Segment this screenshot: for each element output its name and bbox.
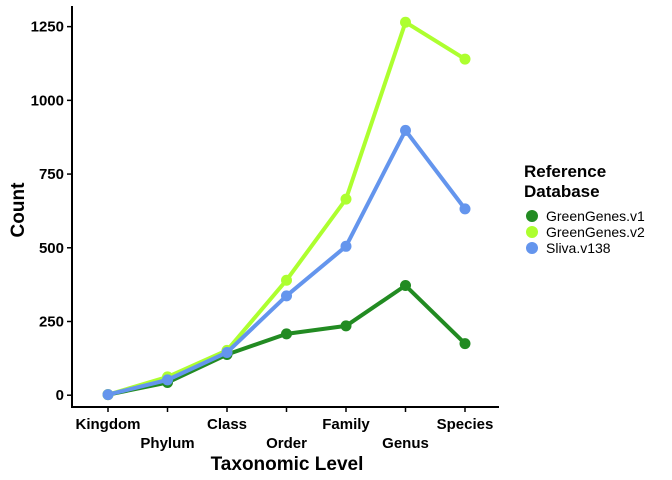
x-tick-label: Genus [382, 435, 429, 452]
x-tick-label: Class [207, 416, 247, 433]
series-line [106, 128, 467, 397]
legend-swatch [526, 226, 538, 238]
data-point [221, 346, 233, 358]
data-point [102, 389, 114, 401]
x-tick-label: Family [322, 416, 370, 433]
data-point [340, 320, 352, 332]
data-point [340, 193, 352, 205]
y-tick-label: 1250 [31, 19, 64, 36]
x-tick-label: Kingdom [76, 416, 141, 433]
legend-title: Reference [524, 162, 606, 181]
legend-swatch [526, 242, 538, 254]
data-point [459, 338, 471, 350]
y-tick-label: 500 [39, 240, 64, 257]
data-point [400, 16, 411, 28]
y-tick-label: 250 [39, 313, 64, 330]
x-tick-label: Phylum [140, 435, 194, 452]
data-point [281, 328, 292, 340]
x-tick-label: Species [437, 416, 494, 433]
y-tick-label: 0 [56, 387, 64, 404]
axes-layer: 0 250 500 750 1000 1250 Kingdom Phylum Class Orde… [31, 6, 499, 452]
legend-label: GreenGenes.v1 [546, 208, 645, 224]
data-point [340, 240, 352, 252]
data-point [281, 274, 292, 286]
y-tick-label: 1000 [31, 92, 64, 109]
y-tick-label: 750 [39, 166, 64, 183]
data-point [459, 53, 471, 65]
x-axis-title: Taxonomic Level [211, 454, 364, 475]
data-point [459, 203, 471, 215]
x-tick-label: Order [266, 435, 307, 452]
legend-swatch [526, 210, 538, 222]
series-layer [102, 16, 471, 401]
data-point [400, 124, 411, 136]
data-point [400, 280, 411, 292]
data-point [281, 290, 292, 302]
legend-title: Database [524, 182, 600, 201]
legend-label: Sliva.v138 [546, 240, 611, 256]
y-axis-title: Count [8, 182, 29, 238]
data-point [162, 374, 173, 386]
legend-label: GreenGenes.v2 [546, 224, 645, 240]
